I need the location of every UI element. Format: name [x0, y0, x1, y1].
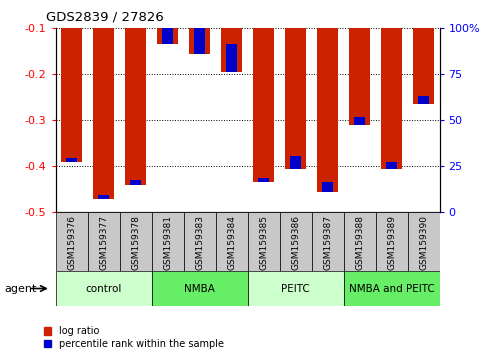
Bar: [162, 16, 173, 45]
Bar: [408, 212, 440, 271]
Text: GSM159386: GSM159386: [291, 215, 300, 270]
Text: GSM159378: GSM159378: [131, 215, 140, 270]
Text: agent: agent: [5, 284, 37, 293]
Bar: [285, 28, 306, 169]
Bar: [184, 212, 215, 271]
Bar: [343, 271, 440, 306]
Text: GSM159381: GSM159381: [163, 215, 172, 270]
Bar: [312, 212, 343, 271]
Text: GSM159383: GSM159383: [195, 215, 204, 270]
Bar: [322, 182, 333, 192]
Bar: [56, 212, 87, 271]
Text: GSM159387: GSM159387: [323, 215, 332, 270]
Bar: [418, 96, 429, 104]
Text: GDS2839 / 27826: GDS2839 / 27826: [46, 11, 164, 24]
Text: GSM159388: GSM159388: [355, 215, 364, 270]
Bar: [280, 212, 312, 271]
Text: GSM159376: GSM159376: [67, 215, 76, 270]
Bar: [152, 271, 248, 306]
Legend: log ratio, percentile rank within the sample: log ratio, percentile rank within the sa…: [43, 326, 224, 349]
Bar: [56, 271, 152, 306]
Bar: [290, 156, 301, 169]
Bar: [386, 162, 397, 169]
Bar: [258, 178, 269, 183]
Bar: [381, 28, 402, 169]
Bar: [93, 28, 114, 199]
Bar: [152, 212, 184, 271]
Bar: [120, 212, 152, 271]
Bar: [130, 180, 141, 185]
Bar: [413, 28, 434, 104]
Bar: [61, 28, 82, 162]
Bar: [248, 271, 343, 306]
Bar: [248, 212, 280, 271]
Text: GSM159390: GSM159390: [419, 215, 428, 270]
Bar: [376, 212, 408, 271]
Bar: [354, 117, 365, 125]
Text: GSM159384: GSM159384: [227, 215, 236, 270]
Text: control: control: [85, 284, 122, 293]
Bar: [253, 28, 274, 183]
Bar: [215, 212, 248, 271]
Text: PEITC: PEITC: [281, 284, 310, 293]
Bar: [221, 28, 242, 72]
Bar: [98, 195, 109, 199]
Text: NMBA and PEITC: NMBA and PEITC: [349, 284, 434, 293]
Text: GSM159377: GSM159377: [99, 215, 108, 270]
Bar: [87, 212, 120, 271]
Text: GSM159389: GSM159389: [387, 215, 396, 270]
Text: NMBA: NMBA: [184, 284, 215, 293]
Text: GSM159385: GSM159385: [259, 215, 268, 270]
Bar: [125, 28, 146, 185]
Bar: [66, 158, 77, 162]
Bar: [226, 44, 237, 72]
Bar: [343, 212, 376, 271]
Bar: [194, 26, 205, 54]
Bar: [349, 28, 370, 125]
Bar: [157, 28, 178, 45]
Bar: [189, 28, 210, 54]
Bar: [317, 28, 338, 192]
